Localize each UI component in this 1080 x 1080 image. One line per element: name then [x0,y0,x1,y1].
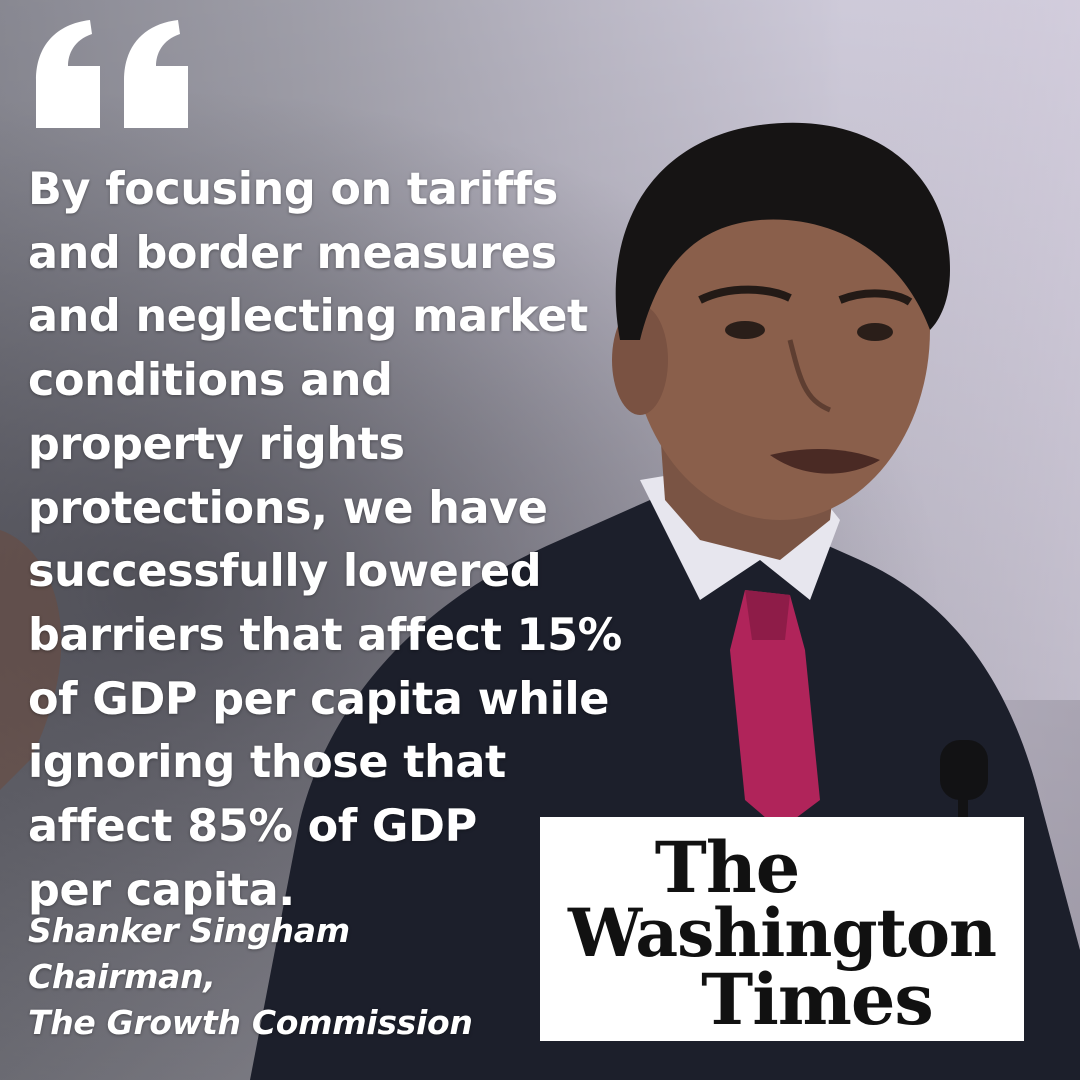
quote-line: property rights [28,418,405,470]
quote-line: and border measures [28,227,557,279]
speaker-title: Chairman, [28,957,216,996]
quote-line: conditions and [28,355,393,407]
quote-text: By focusing on tariffs and border measur… [28,158,668,922]
quote-line: per capita. [28,864,295,916]
quote-line: and neglecting market [28,291,588,343]
logo-line-times: Times [701,958,934,1041]
quote-line: successfully lowered [28,546,542,598]
microphone [940,740,988,800]
opening-quote-icon [36,20,188,128]
logo-line-the: The [654,826,801,909]
hair [615,122,950,340]
washington-times-logo: The Washington Times [540,817,1024,1041]
quote-line: By focusing on tariffs [28,164,558,215]
quote-line: protections, we have [28,482,548,534]
speaker-name: Shanker Singham [28,911,350,950]
raised-hand [0,530,62,790]
tie [730,590,820,830]
quote-line: barriers that affect 15% [28,609,622,661]
quote-line: affect 85% of GDP [28,801,477,853]
attribution: Shanker Singham Chairman, The Growth Com… [28,908,473,1046]
quote-line: of GDP per capita while [28,673,610,725]
quote-line: ignoring those that [28,737,506,789]
logo-line-washington: Washington [568,894,997,972]
speaker-organization: The Growth Commission [28,1003,473,1042]
